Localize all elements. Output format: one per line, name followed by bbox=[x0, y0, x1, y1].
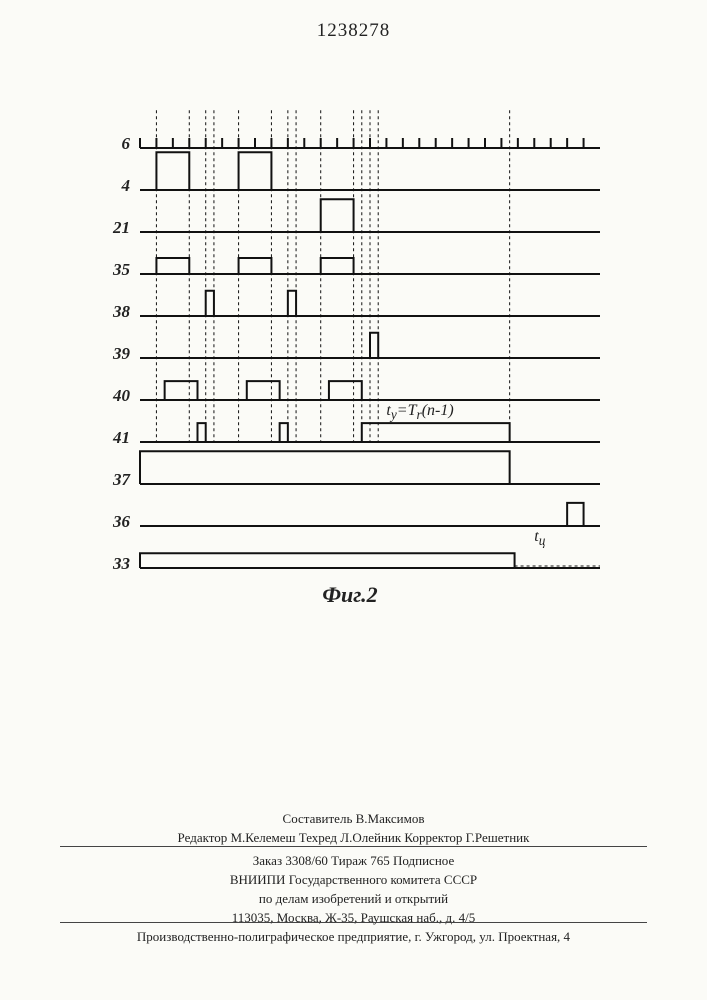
row-label: 33 bbox=[100, 554, 130, 574]
row-label: 38 bbox=[100, 302, 130, 322]
footer-credits: Составитель В.МаксимовРедактор М.Келемеш… bbox=[0, 810, 707, 848]
footer-line: по делам изобретений и открытий bbox=[0, 890, 707, 909]
figure-caption: Фиг.2 bbox=[100, 582, 600, 608]
row-label: 6 bbox=[100, 134, 130, 154]
row-label: 36 bbox=[100, 512, 130, 532]
row-label: 37 bbox=[100, 470, 130, 490]
row-annotation: tц bbox=[534, 528, 545, 549]
row-label: 41 bbox=[100, 428, 130, 448]
timing-diagram: Фиг.2 6 4 21 35 38 39 40 41 ty=Tr(n-1) 37 36 33 tц bbox=[100, 106, 600, 606]
row-label: 39 bbox=[100, 344, 130, 364]
footer-press: Производственно-полиграфическое предприя… bbox=[0, 928, 707, 947]
row-label: 40 bbox=[100, 386, 130, 406]
divider bbox=[60, 922, 647, 923]
footer-line: Заказ 3308/60 Тираж 765 Подписное bbox=[0, 852, 707, 871]
row-label: 35 bbox=[100, 260, 130, 280]
footer-line: Составитель В.Максимов bbox=[0, 810, 707, 829]
footer-line: Редактор М.Келемеш Техред Л.Олейник Корр… bbox=[0, 829, 707, 848]
page: 1238278 Фиг.2 6 4 21 35 38 39 40 41 ty=Tr(n-1) 37… bbox=[0, 0, 707, 1000]
row-label: 21 bbox=[100, 218, 130, 238]
timing-diagram-svg bbox=[100, 106, 605, 578]
footer-line: Производственно-полиграфическое предприя… bbox=[0, 928, 707, 947]
footer-line: 113035, Москва, Ж-35, Раушская наб., д. … bbox=[0, 909, 707, 928]
row-annotation: ty=Tr(n-1) bbox=[386, 402, 453, 423]
footer-line: ВНИИПИ Государственного комитета СССР bbox=[0, 871, 707, 890]
row-label: 4 bbox=[100, 176, 130, 196]
divider bbox=[60, 846, 647, 847]
footer-imprint: Заказ 3308/60 Тираж 765 ПодписноеВНИИПИ … bbox=[0, 852, 707, 927]
document-number: 1238278 bbox=[0, 20, 707, 42]
